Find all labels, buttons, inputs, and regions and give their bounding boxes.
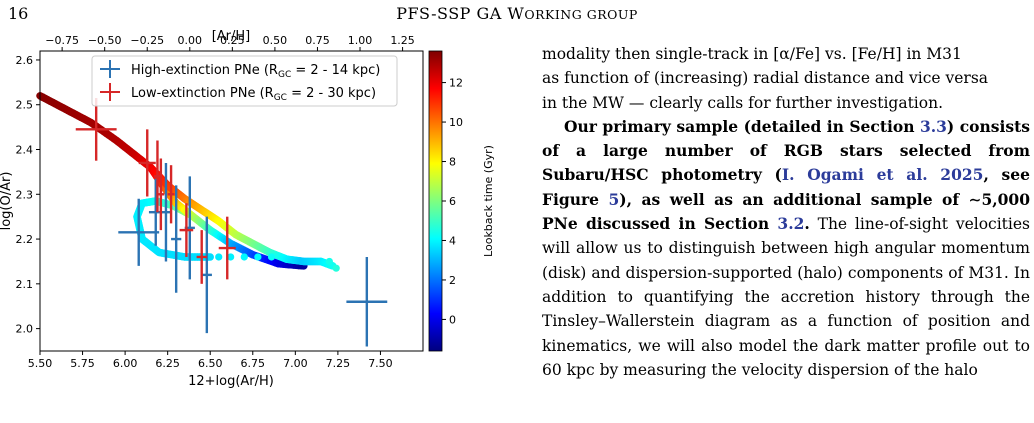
y-tick-label: 2.0 bbox=[16, 323, 34, 336]
body-text-column: modality then single-track in [α/Fe] vs.… bbox=[542, 42, 1030, 382]
low-extinction-point bbox=[138, 129, 156, 197]
top-tick-label: −0.75 bbox=[45, 34, 79, 47]
y-axis-label: log(O/Ar) bbox=[0, 172, 14, 231]
model-dot bbox=[254, 253, 262, 261]
top-axis-label: [Ar/H] bbox=[212, 29, 251, 44]
top-tick-label: 0.75 bbox=[305, 34, 330, 47]
top-tick-label: 0.50 bbox=[263, 34, 288, 47]
y-tick-label: 2.6 bbox=[16, 54, 34, 67]
svg-text:High-extinction PNe (RGC = 2 -: High-extinction PNe (RGC = 2 - 14 kpc) bbox=[131, 63, 380, 80]
model-dot bbox=[240, 253, 248, 261]
low-extinction-point bbox=[218, 216, 236, 280]
y-tick-label: 2.3 bbox=[16, 188, 34, 201]
colorbar-tick-label: 12 bbox=[449, 77, 463, 90]
high-extinction-point bbox=[171, 185, 182, 293]
page-number: 16 bbox=[8, 4, 29, 23]
x-tick-label: 7.50 bbox=[368, 357, 393, 370]
low-extinction-point bbox=[196, 230, 207, 284]
figure: 5.50 5.75 6.00 6.25 6.50 6.75 7.00 7.25 7.50 2.0 2… bbox=[0, 28, 510, 423]
top-tick-label: 0.25 bbox=[220, 34, 245, 47]
high-extinction-point bbox=[160, 162, 172, 262]
svg-text:Low-extinction PNe (RGC = 2 -: Low-extinction PNe (RGC = 2 - 30 kpc) bbox=[131, 86, 376, 103]
legend: High-extinction PNe (RGC = 2 - 14 kpc) L… bbox=[91, 55, 398, 107]
x-tick-label: 6.75 bbox=[241, 357, 266, 370]
y-tick-label: 2.2 bbox=[16, 233, 34, 246]
low-extinction-point bbox=[75, 98, 117, 161]
y-tick-label: 2.5 bbox=[16, 99, 34, 112]
model-dot bbox=[227, 253, 235, 261]
x-tick-label: 5.75 bbox=[70, 357, 95, 370]
x-tick-label: 7.25 bbox=[326, 357, 351, 370]
figure-link[interactable]: 5 bbox=[608, 189, 620, 209]
x-tick-label: 6.00 bbox=[113, 357, 138, 370]
colorbar-tick-label: 10 bbox=[449, 116, 463, 129]
colorbar-label: Lookback time (Gyr) bbox=[482, 145, 495, 257]
x-tick-label: 5.50 bbox=[28, 357, 53, 370]
top-tick-label: −0.25 bbox=[130, 34, 164, 47]
oar-vs-arh-plot: 5.50 5.75 6.00 6.25 6.50 6.75 7.00 7.25 7.50 2.0 2… bbox=[0, 29, 495, 389]
x-tick-label: 6.25 bbox=[155, 357, 180, 370]
model-dot bbox=[325, 257, 333, 266]
y-tick-label: 2.4 bbox=[16, 144, 34, 157]
low-extinction-point bbox=[157, 158, 165, 231]
colorbar-tick-label: 6 bbox=[449, 195, 456, 208]
colorbar-tick-label: 4 bbox=[449, 234, 456, 247]
top-tick-label: 1.00 bbox=[348, 34, 373, 47]
model-dot bbox=[267, 253, 276, 261]
paragraph-2: Our primary sample (detailed in Section … bbox=[542, 116, 1030, 379]
legend-entry-high-extinction: High-extinction PNe (RGC = 2 - 14 kpc) bbox=[100, 60, 380, 80]
colorbar-tick-label: 2 bbox=[449, 274, 456, 287]
colorbar-tick-label: 0 bbox=[449, 313, 456, 326]
x-tick-label: 7.00 bbox=[283, 357, 308, 370]
top-tick-label: −0.50 bbox=[88, 34, 122, 47]
legend-entry-low-extinction: Low-extinction PNe (RGC = 2 - 30 kpc) bbox=[100, 83, 376, 103]
low-extinction-point bbox=[167, 165, 175, 224]
running-head: PFS-SSP GA WORKING GROUP bbox=[396, 4, 638, 23]
top-tick-label: 0.00 bbox=[178, 34, 203, 47]
colorbar-tick-label: 8 bbox=[449, 156, 456, 169]
section-link[interactable]: 3.3 bbox=[919, 116, 947, 136]
colorbar: 0 2 4 6 8 10 12 Lookback time (Gyr) bbox=[428, 50, 495, 352]
top-tick-label: 1.25 bbox=[390, 34, 415, 47]
page-header: 16 PFS-SSP GA WORKING GROUP bbox=[0, 0, 1034, 26]
citation-link[interactable]: I. Ogami et al. 2025 bbox=[781, 165, 984, 185]
section-link[interactable]: 3.2 bbox=[777, 214, 805, 234]
plot-frame bbox=[39, 50, 424, 352]
y-tick-label: 2.1 bbox=[16, 278, 34, 291]
model-dot bbox=[215, 253, 223, 261]
model-dot bbox=[332, 264, 340, 272]
high-extinction-point bbox=[118, 198, 160, 266]
paragraph-1: modality then single-track in [α/Fe] vs.… bbox=[542, 45, 989, 112]
high-extinction-point bbox=[346, 256, 388, 347]
high-extinction-point bbox=[201, 216, 212, 334]
low-extinction-point bbox=[179, 203, 194, 257]
x-tick-label: 6.50 bbox=[198, 357, 223, 370]
x-axis-label: 12+log(Ar/H) bbox=[188, 374, 274, 389]
